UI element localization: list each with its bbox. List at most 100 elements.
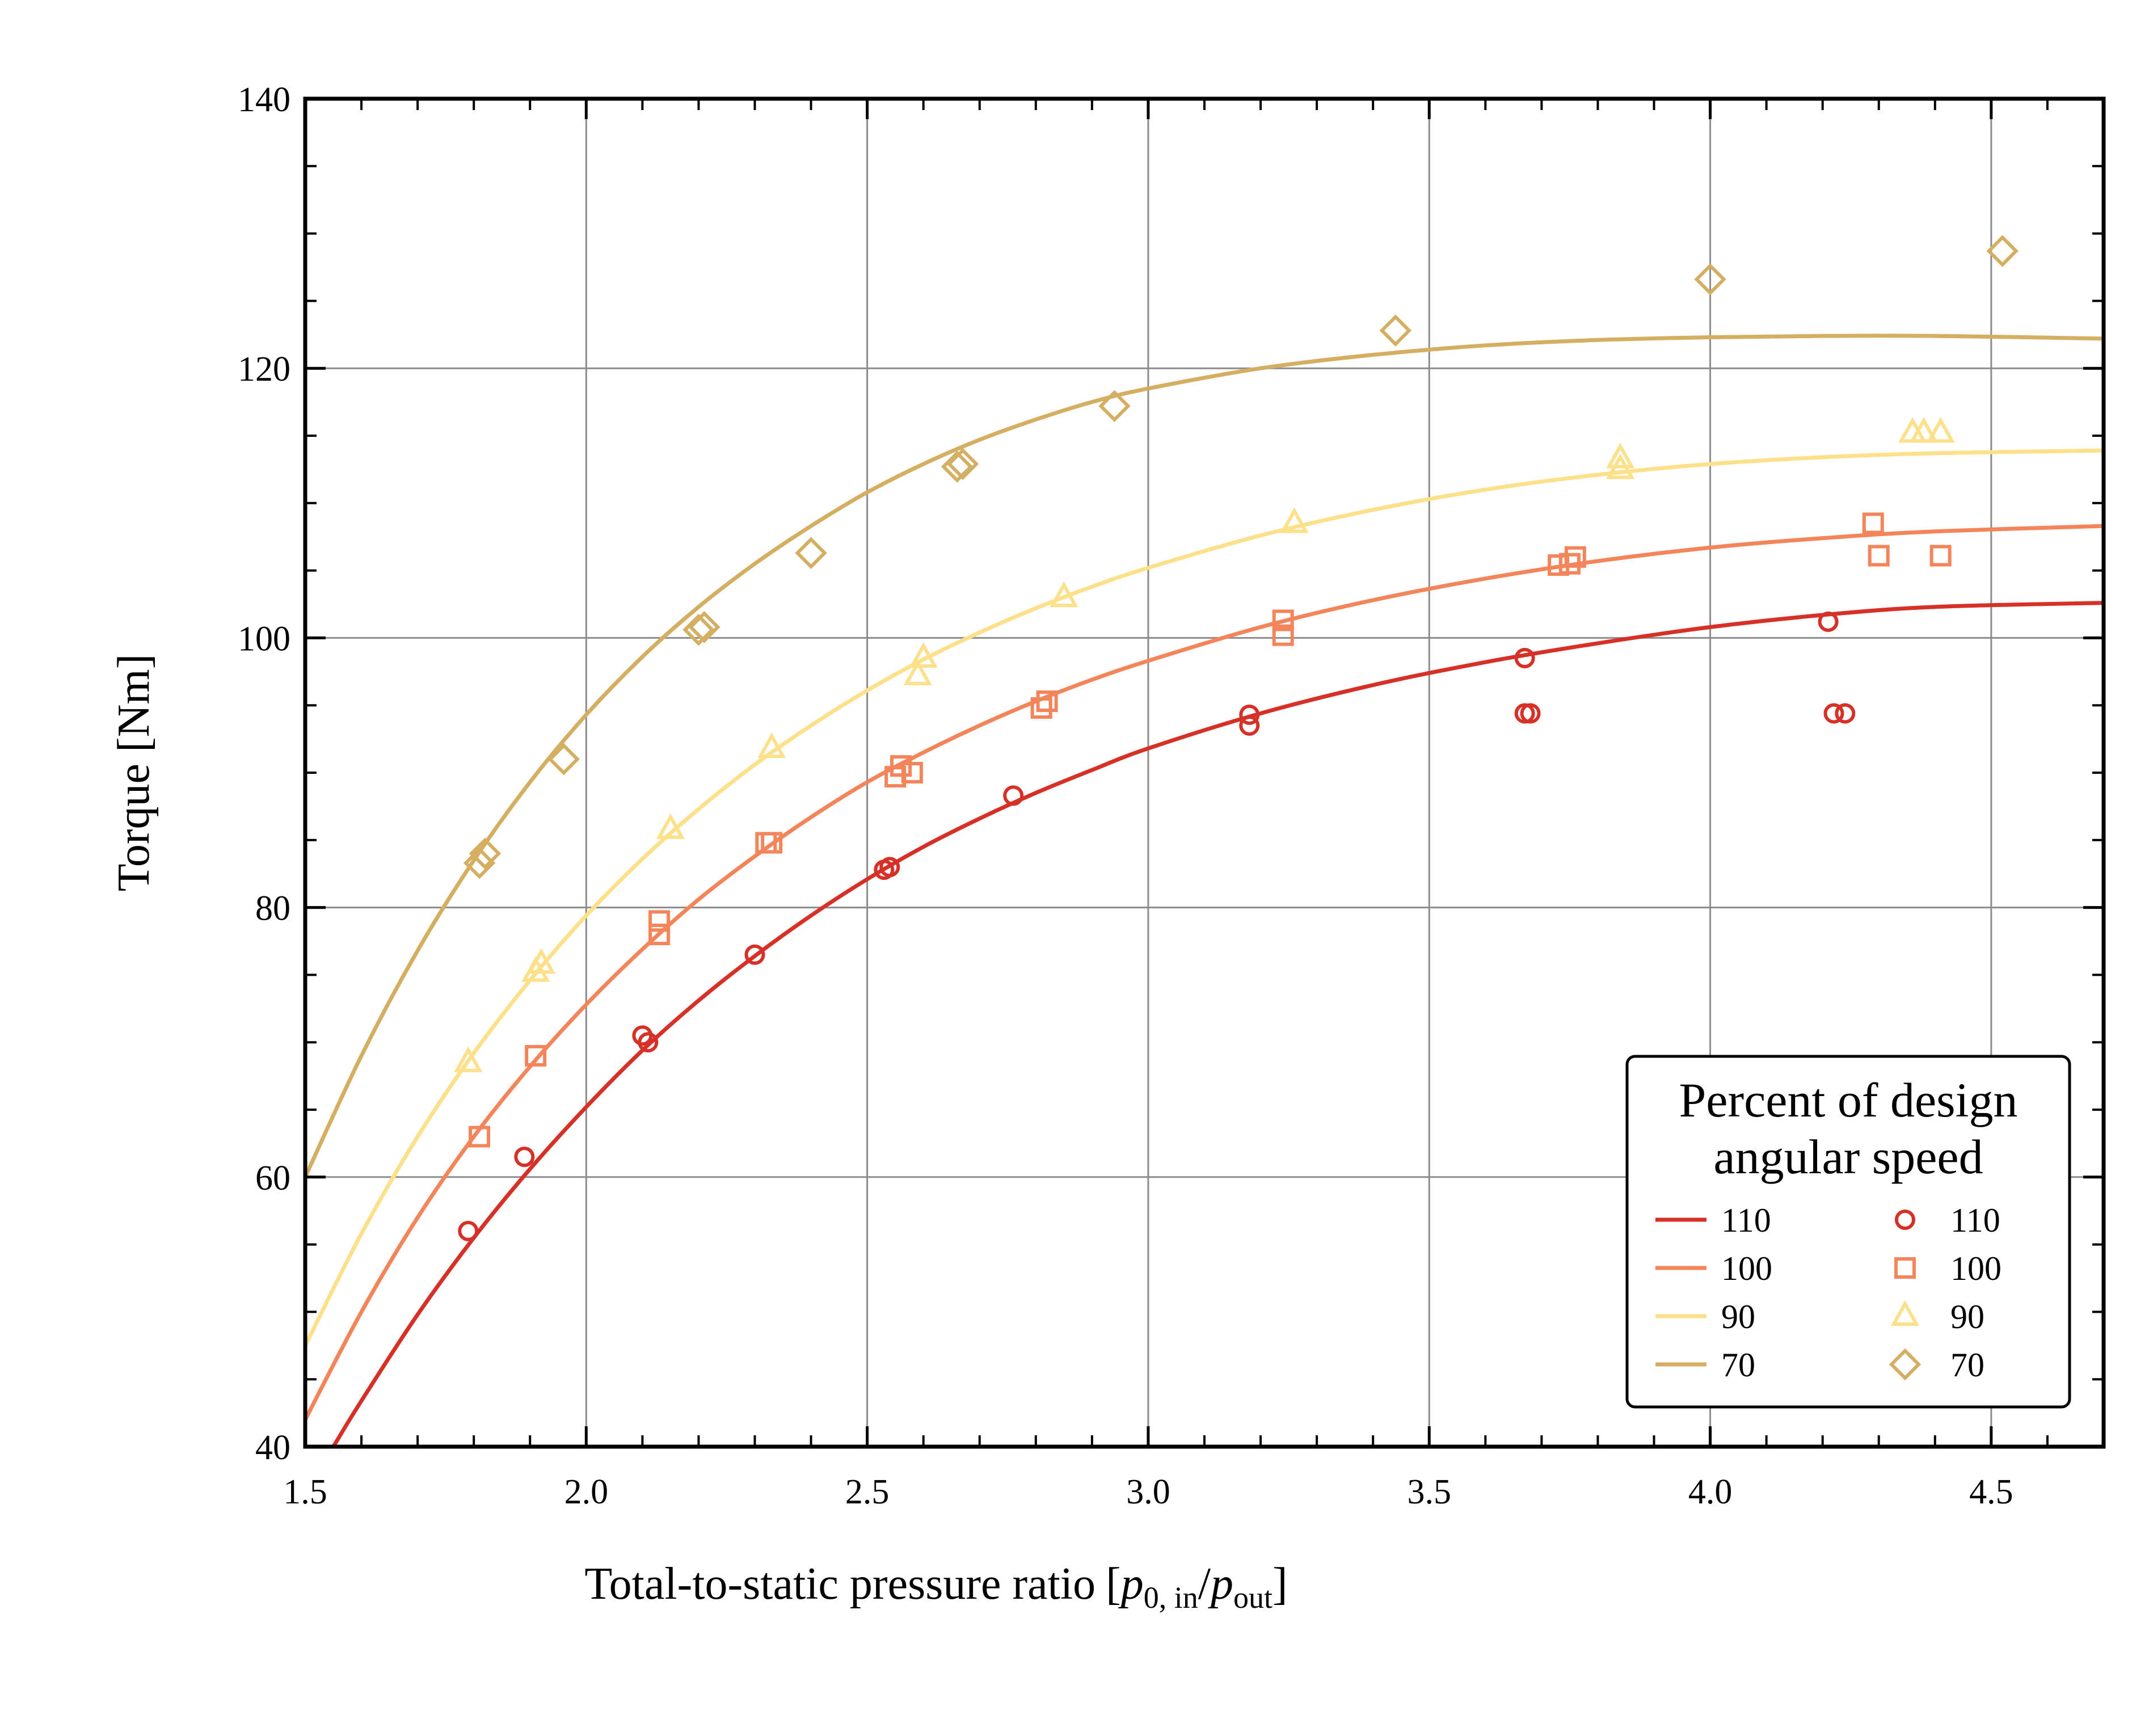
data-point-90 [1050, 581, 1078, 608]
data-point-100 [901, 762, 923, 783]
data-point-70 [688, 611, 720, 643]
legend-title-line2: angular speed [1713, 1130, 1983, 1184]
x-axis-title-p-in: p [1118, 1559, 1144, 1609]
x-axis-title-p-out: p [1208, 1559, 1233, 1609]
data-point-100 [525, 1044, 547, 1067]
data-point-110 [1239, 715, 1260, 736]
x-axis-title-slash: / [1198, 1559, 1211, 1609]
data-point-70 [682, 613, 715, 646]
data-point-90 [909, 642, 938, 668]
data-point-70 [469, 837, 502, 870]
fit-curve-90 [303, 448, 2104, 1347]
legend-label-line-90: 90 [1721, 1298, 1755, 1335]
x-axis-title: Total-to-static pressure ratio [p0, in/po… [584, 1559, 1287, 1615]
data-point-110 [1520, 703, 1541, 724]
data-markers [454, 235, 2019, 1241]
data-point-100 [648, 910, 671, 932]
legend-marker-100 [1894, 1257, 1916, 1279]
y-tick-label: 40 [255, 1429, 290, 1467]
data-point-100 [1929, 545, 1952, 567]
data-point-90 [526, 948, 556, 974]
data-point-110 [744, 944, 765, 965]
y-tick-label: 120 [238, 350, 290, 389]
x-axis-title-sub-in: 0, in [1144, 1581, 1198, 1615]
legend-label-marker-110: 110 [1950, 1202, 2000, 1239]
legend-label-marker-70: 70 [1950, 1346, 1984, 1384]
data-point-90 [656, 813, 685, 839]
legend-box [1625, 1055, 2071, 1409]
data-point-110 [1818, 611, 1839, 632]
legend-label-line-100: 100 [1721, 1250, 1772, 1287]
data-point-110 [1514, 648, 1535, 669]
data-point-110 [1823, 703, 1844, 724]
fit-curves [303, 334, 2104, 1448]
data-point-90 [1909, 417, 1939, 443]
x-axis-title-bracket-open: [ [1106, 1559, 1121, 1609]
data-point-90 [1926, 417, 1955, 443]
data-point-70 [1986, 235, 2019, 267]
x-tick-label: 4.0 [1688, 1473, 1733, 1511]
y-tick-label: 140 [238, 81, 290, 119]
data-point-100 [469, 1126, 491, 1148]
data-point-90 [757, 732, 786, 759]
legend-label-line-70: 70 [1721, 1346, 1755, 1384]
data-point-70 [1098, 390, 1131, 422]
fit-curve-70 [303, 334, 2104, 1178]
fit-curve-100 [303, 524, 2104, 1421]
data-point-110 [1835, 703, 1856, 724]
x-tick-label: 3.5 [1408, 1473, 1452, 1511]
data-point-70 [463, 846, 496, 879]
x-tick-label: 2.5 [845, 1473, 890, 1511]
x-tick-label: 3.0 [1126, 1473, 1170, 1511]
legend-entries: 110 100 90 70 110 100 90 70 [1655, 1202, 2001, 1384]
y-tick-label: 100 [238, 620, 290, 658]
legend-marker-90 [1890, 1300, 1920, 1326]
data-point-110 [514, 1147, 535, 1168]
data-point-70 [941, 450, 974, 483]
data-point-70 [795, 537, 827, 569]
data-point-90 [454, 1046, 483, 1072]
data-point-100 [1558, 553, 1581, 575]
data-point-100 [1564, 546, 1586, 568]
data-point-110 [879, 857, 900, 878]
plot-frame [303, 96, 2106, 1449]
y-tick-label: 80 [255, 890, 290, 928]
legend: Percent of design angular speed 110 100 90… [1625, 1055, 2071, 1409]
data-point-90 [1280, 507, 1309, 533]
data-point-100 [1272, 624, 1294, 646]
x-tick-label: 1.5 [283, 1473, 327, 1511]
legend-label-line-110: 110 [1721, 1202, 1771, 1239]
tick-labels: 1.5 2.0 2.5 3.0 3.5 4.0 4.5 40 60 80 100 120 140 [238, 81, 2013, 1511]
legend-marker-70 [1889, 1348, 1922, 1381]
data-point-100 [1030, 697, 1052, 719]
legend-title-line1: Percent of design [1679, 1073, 2017, 1127]
legend-label-marker-100: 100 [1950, 1250, 2001, 1287]
data-point-100 [1862, 512, 1884, 534]
data-point-90 [903, 659, 932, 685]
data-point-110 [458, 1220, 479, 1241]
data-point-110 [1239, 704, 1260, 725]
data-point-110 [1003, 785, 1024, 806]
data-point-110 [638, 1032, 659, 1053]
x-axis-title-text: Total-to-static pressure ratio [584, 1559, 1095, 1609]
y-tick-label: 60 [255, 1159, 290, 1198]
data-point-100 [1868, 545, 1890, 567]
data-point-70 [1694, 263, 1726, 296]
fit-curve-110 [331, 601, 2104, 1448]
data-point-100 [890, 755, 912, 777]
data-point-100 [1272, 609, 1294, 631]
data-point-100 [761, 832, 783, 854]
data-point-70 [1379, 314, 1412, 347]
x-axis-title-sub-out: out [1233, 1581, 1272, 1615]
y-axis-title: Torque [Nm] [109, 654, 159, 892]
data-point-100 [1036, 690, 1058, 713]
x-tick-label: 2.0 [564, 1473, 609, 1511]
data-point-70 [946, 448, 979, 481]
data-point-100 [648, 924, 671, 946]
data-point-70 [547, 743, 580, 776]
x-axis-title-bracket-close: ] [1272, 1559, 1288, 1609]
data-point-90 [1606, 443, 1635, 469]
legend-marker-110 [1895, 1210, 1915, 1230]
legend-label-marker-90: 90 [1950, 1298, 1984, 1335]
